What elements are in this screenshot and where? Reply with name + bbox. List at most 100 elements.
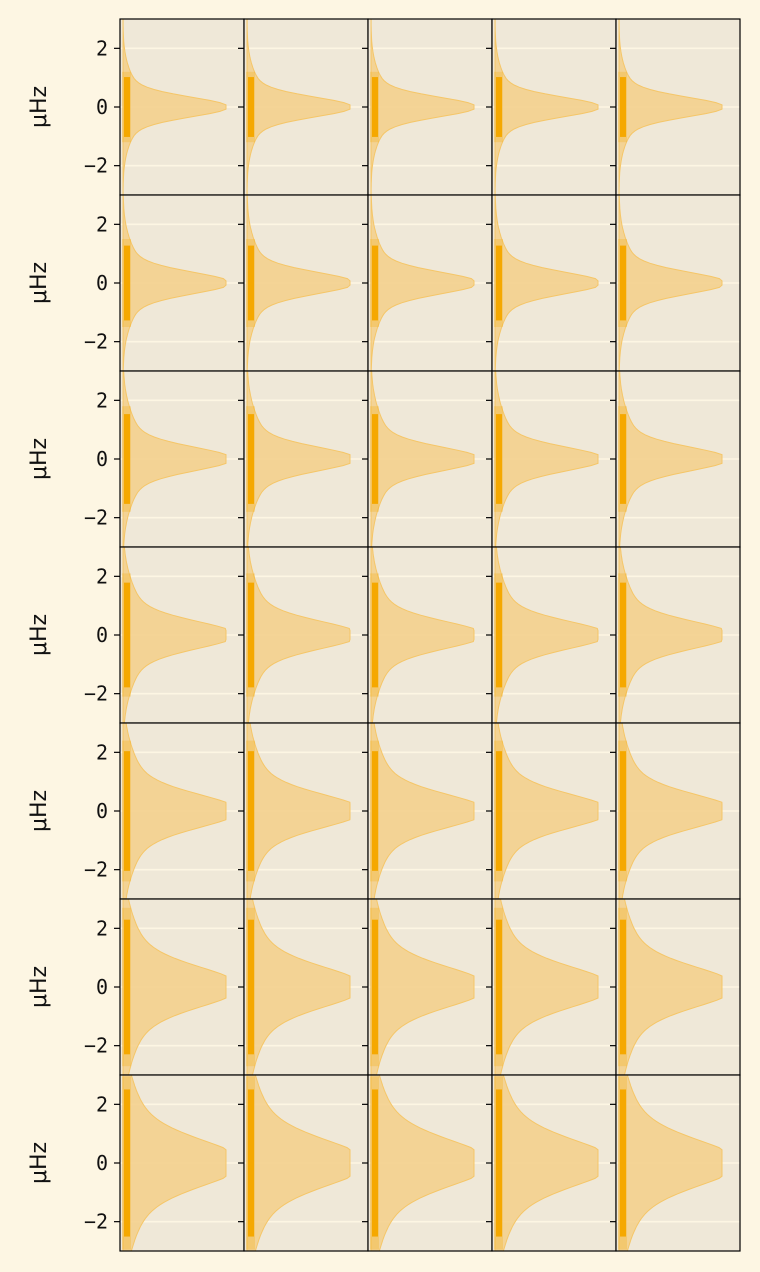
sample-trace bbox=[620, 414, 626, 504]
y-axis-label: μHz bbox=[27, 1142, 52, 1184]
panel-r3-c2 bbox=[238, 370, 369, 548]
sample-trace bbox=[124, 751, 130, 871]
y-axis-label: μHz bbox=[27, 790, 52, 832]
density-area bbox=[618, 1075, 723, 1251]
panel-r2-c1 bbox=[114, 194, 245, 372]
y-tick-label: 2 bbox=[96, 564, 108, 588]
density-area bbox=[370, 19, 475, 195]
sample-trace bbox=[248, 1089, 254, 1237]
density-area bbox=[494, 19, 599, 195]
y-tick-label: 2 bbox=[96, 36, 108, 60]
sample-trace bbox=[620, 919, 626, 1055]
y-tick-label: 2 bbox=[96, 1092, 108, 1116]
sample-trace bbox=[248, 582, 254, 688]
density-area bbox=[494, 371, 599, 547]
panel-r5-c4 bbox=[486, 722, 617, 900]
y-axis-label: μHz bbox=[27, 86, 52, 128]
density-area bbox=[246, 899, 351, 1075]
panel-r3-c3 bbox=[362, 370, 493, 548]
panel-r2-c5 bbox=[610, 194, 741, 372]
sample-trace bbox=[124, 245, 130, 321]
sample-trace bbox=[124, 77, 130, 137]
density-area bbox=[494, 723, 599, 899]
y-tick-label: 0 bbox=[96, 1151, 108, 1175]
density-area bbox=[494, 1075, 599, 1251]
density-area bbox=[122, 723, 227, 899]
y-tick-label: −2 bbox=[84, 330, 108, 354]
sample-trace bbox=[248, 919, 254, 1055]
sample-trace bbox=[496, 414, 502, 504]
density-area bbox=[122, 19, 227, 195]
y-axis-label: μHz bbox=[27, 262, 52, 304]
sample-trace bbox=[372, 1089, 378, 1237]
sample-trace bbox=[496, 245, 502, 321]
sample-trace bbox=[124, 414, 130, 504]
density-area bbox=[618, 19, 723, 195]
density-area bbox=[122, 371, 227, 547]
panel-r4-c4 bbox=[486, 546, 617, 724]
density-area bbox=[122, 1075, 227, 1251]
density-area bbox=[246, 195, 351, 371]
sample-trace bbox=[124, 582, 130, 688]
sample-trace bbox=[372, 582, 378, 688]
panel-r2-c2 bbox=[238, 194, 369, 372]
density-area bbox=[618, 723, 723, 899]
panel-r7-c5 bbox=[610, 1074, 741, 1252]
panel-r7-c2 bbox=[238, 1074, 369, 1252]
sample-trace bbox=[496, 1089, 502, 1237]
y-tick-label: 0 bbox=[96, 95, 108, 119]
y-tick-label: 0 bbox=[96, 447, 108, 471]
density-area bbox=[618, 547, 723, 723]
y-tick-label: −2 bbox=[84, 858, 108, 882]
density-area bbox=[122, 195, 227, 371]
panel-r4-c3 bbox=[362, 546, 493, 724]
panel-r6-c1 bbox=[114, 898, 245, 1076]
panel-r1-c5 bbox=[610, 18, 741, 196]
density-area bbox=[246, 723, 351, 899]
y-tick-label: −2 bbox=[84, 682, 108, 706]
density-area bbox=[370, 371, 475, 547]
sample-trace bbox=[372, 414, 378, 504]
density-area bbox=[370, 195, 475, 371]
density-area bbox=[370, 899, 475, 1075]
density-area bbox=[246, 371, 351, 547]
y-tick-label: −2 bbox=[84, 154, 108, 178]
sample-trace bbox=[620, 77, 626, 137]
density-area bbox=[494, 195, 599, 371]
y-axis-label: μHz bbox=[27, 966, 52, 1008]
density-area bbox=[494, 899, 599, 1075]
sample-trace bbox=[372, 77, 378, 137]
density-area bbox=[618, 195, 723, 371]
density-area bbox=[246, 547, 351, 723]
sample-trace bbox=[124, 1089, 130, 1237]
density-area bbox=[494, 547, 599, 723]
y-tick-label: 0 bbox=[96, 271, 108, 295]
panel-r7-c1 bbox=[114, 1074, 245, 1252]
y-tick-label: −2 bbox=[84, 1034, 108, 1058]
density-area bbox=[370, 1075, 475, 1251]
sample-trace bbox=[496, 582, 502, 688]
y-tick-label: −2 bbox=[84, 506, 108, 530]
sample-trace bbox=[372, 751, 378, 871]
density-area bbox=[370, 723, 475, 899]
panel-r3-c4 bbox=[486, 370, 617, 548]
panel-r1-c4 bbox=[486, 18, 617, 196]
sample-trace bbox=[248, 245, 254, 321]
density-area bbox=[370, 547, 475, 723]
panel-r6-c5 bbox=[610, 898, 741, 1076]
y-tick-label: 0 bbox=[96, 623, 108, 647]
panel-r5-c2 bbox=[238, 722, 369, 900]
panel-r5-c1 bbox=[114, 722, 245, 900]
density-area bbox=[618, 371, 723, 547]
panel-r7-c3 bbox=[362, 1074, 493, 1252]
sample-trace bbox=[620, 751, 626, 871]
y-tick-label: 2 bbox=[96, 212, 108, 236]
panel-r6-c3 bbox=[362, 898, 493, 1076]
density-area bbox=[122, 547, 227, 723]
panel-r2-c3 bbox=[362, 194, 493, 372]
sample-trace bbox=[372, 919, 378, 1055]
panel-r1-c2 bbox=[238, 18, 369, 196]
panel-r4-c5 bbox=[610, 546, 741, 724]
density-area bbox=[122, 899, 227, 1075]
